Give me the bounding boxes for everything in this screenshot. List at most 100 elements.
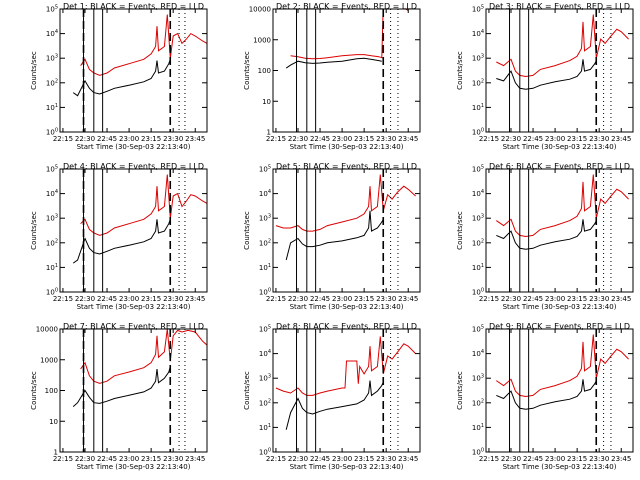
y-tick-label: 10 bbox=[49, 418, 58, 426]
series-line-lld bbox=[496, 14, 629, 78]
x-tick-label: 23:30 bbox=[589, 295, 609, 303]
x-tick-label: 23:15 bbox=[141, 455, 161, 463]
x-axis-label: Start Time (30-Sep-03 22:13:40) bbox=[503, 143, 617, 151]
x-tick-label: 23:45 bbox=[611, 135, 631, 143]
y-tick-label: 100 bbox=[472, 288, 484, 297]
x-tick-label: 22:45 bbox=[97, 295, 117, 303]
x-tick-label: 23:00 bbox=[545, 295, 565, 303]
y-tick-label: 100 bbox=[46, 128, 58, 137]
y-tick-label: 104 bbox=[259, 189, 271, 198]
x-tick-label: 22:45 bbox=[310, 295, 330, 303]
x-tick-label: 22:30 bbox=[501, 295, 521, 303]
panel-title: Det 6: BLACK = Events, RED = LLD bbox=[489, 162, 630, 171]
y-tick-label: 105 bbox=[472, 165, 484, 174]
x-tick-label: 23:15 bbox=[141, 135, 161, 143]
x-tick-label: 23:30 bbox=[376, 135, 396, 143]
y-tick-label: 100 bbox=[46, 288, 58, 297]
y-tick-label: 100 bbox=[472, 448, 484, 457]
y-tick-label: 104 bbox=[472, 29, 484, 38]
x-tick-label: 22:30 bbox=[501, 455, 521, 463]
y-tick-label: 1000 bbox=[40, 356, 58, 364]
panel-title: Det 4: BLACK = Events, RED = LLD bbox=[63, 162, 204, 171]
x-tick-label: 23:45 bbox=[611, 295, 631, 303]
x-tick-label: 23:00 bbox=[332, 455, 352, 463]
y-tick-label: 103 bbox=[472, 54, 484, 63]
x-tick-label: 23:15 bbox=[567, 455, 587, 463]
panel-title: Det 8: BLACK = Events, RED = LLD bbox=[276, 322, 417, 331]
plot-frame bbox=[272, 168, 421, 293]
panel-det-3: 22:15 22:30 22:45 23:00 23:15 23:30 23:45 100 10… bbox=[456, 2, 634, 151]
y-tick-label: 101 bbox=[259, 423, 271, 432]
series-line-lld bbox=[496, 334, 629, 398]
y-axis-label: Counts/sec bbox=[243, 371, 251, 410]
y-tick-label: 10000 bbox=[249, 6, 271, 14]
y-axis-label: Counts/sec bbox=[30, 51, 38, 90]
x-axis-label: Start Time (30-Sep-03 22:13:40) bbox=[290, 303, 404, 311]
x-tick-label: 23:00 bbox=[119, 295, 139, 303]
y-tick-label: 105 bbox=[472, 325, 484, 334]
y-tick-label: 103 bbox=[259, 214, 271, 223]
y-tick-label: 102 bbox=[472, 78, 484, 87]
x-tick-label: 22:45 bbox=[523, 135, 543, 143]
y-tick-label: 100 bbox=[259, 288, 271, 297]
x-tick-label: 22:15 bbox=[479, 135, 499, 143]
y-tick-label: 104 bbox=[259, 349, 271, 358]
y-tick-label: 101 bbox=[46, 263, 58, 272]
x-tick-label: 22:15 bbox=[53, 135, 73, 143]
x-tick-label: 23:30 bbox=[163, 295, 183, 303]
y-tick-label: 10000 bbox=[36, 326, 58, 334]
y-tick-label: 100 bbox=[45, 387, 58, 395]
x-tick-label: 23:15 bbox=[354, 135, 374, 143]
panel-det-6: 22:15 22:30 22:45 23:00 23:15 23:30 23:45 100 10… bbox=[456, 162, 634, 311]
y-axis-label: Counts/sec bbox=[30, 371, 38, 410]
x-tick-label: 22:15 bbox=[479, 295, 499, 303]
y-tick-label: 100 bbox=[258, 67, 271, 75]
y-axis-label: Counts/sec bbox=[456, 371, 464, 410]
y-tick-label: 101 bbox=[259, 263, 271, 272]
x-tick-label: 23:30 bbox=[589, 455, 609, 463]
x-tick-label: 23:45 bbox=[185, 135, 205, 143]
plot-area bbox=[496, 329, 629, 452]
x-tick-label: 22:30 bbox=[501, 135, 521, 143]
y-tick-label: 1 bbox=[54, 449, 58, 457]
x-axis-label: Start Time (30-Sep-03 22:13:40) bbox=[290, 143, 404, 151]
panel-title: Det 1: BLACK = Events, RED = LLD bbox=[63, 2, 204, 11]
series-line-events bbox=[496, 379, 597, 410]
series-line-events bbox=[285, 57, 382, 69]
x-tick-label: 23:15 bbox=[141, 295, 161, 303]
plot-frame bbox=[272, 328, 421, 453]
x-tick-label: 23:30 bbox=[163, 455, 183, 463]
y-tick-label: 103 bbox=[46, 214, 58, 223]
x-axis-label: Start Time (30-Sep-03 22:13:40) bbox=[77, 303, 191, 311]
y-tick-label: 103 bbox=[46, 54, 58, 63]
series-line-events bbox=[496, 219, 597, 250]
y-tick-label: 104 bbox=[46, 29, 58, 38]
y-axis-label: Counts/sec bbox=[456, 211, 464, 250]
series-line-lld bbox=[275, 174, 416, 232]
x-axis-label: Start Time (30-Sep-03 22:13:40) bbox=[77, 143, 191, 151]
x-tick-label: 23:30 bbox=[376, 295, 396, 303]
series-line-events bbox=[72, 59, 171, 97]
x-tick-label: 23:00 bbox=[119, 455, 139, 463]
x-tick-label: 23:00 bbox=[119, 135, 139, 143]
panel-det-9: 22:15 22:30 22:45 23:00 23:15 23:30 23:45 100 10… bbox=[456, 322, 634, 471]
x-tick-label: 22:45 bbox=[310, 135, 330, 143]
y-tick-label: 1000 bbox=[253, 36, 271, 44]
series-line-lld bbox=[290, 9, 409, 60]
x-tick-label: 22:15 bbox=[266, 135, 286, 143]
y-tick-label: 105 bbox=[472, 5, 484, 14]
y-tick-label: 102 bbox=[472, 238, 484, 247]
x-tick-label: 23:15 bbox=[354, 295, 374, 303]
x-tick-label: 23:15 bbox=[354, 455, 374, 463]
series-line-lld bbox=[80, 329, 207, 384]
series-line-lld bbox=[80, 14, 207, 76]
panel-det-7: 22:15 22:30 22:45 23:00 23:15 23:30 23:45 1 10 10… bbox=[30, 322, 208, 471]
y-axis-label: Counts/sec bbox=[243, 51, 251, 90]
series-line-events bbox=[72, 219, 171, 264]
panel-title: Det 3: BLACK = Events, RED = LLD bbox=[489, 2, 630, 11]
plot-area bbox=[72, 329, 207, 452]
x-tick-label: 22:45 bbox=[523, 455, 543, 463]
y-tick-label: 102 bbox=[46, 238, 58, 247]
y-tick-label: 100 bbox=[472, 128, 484, 137]
